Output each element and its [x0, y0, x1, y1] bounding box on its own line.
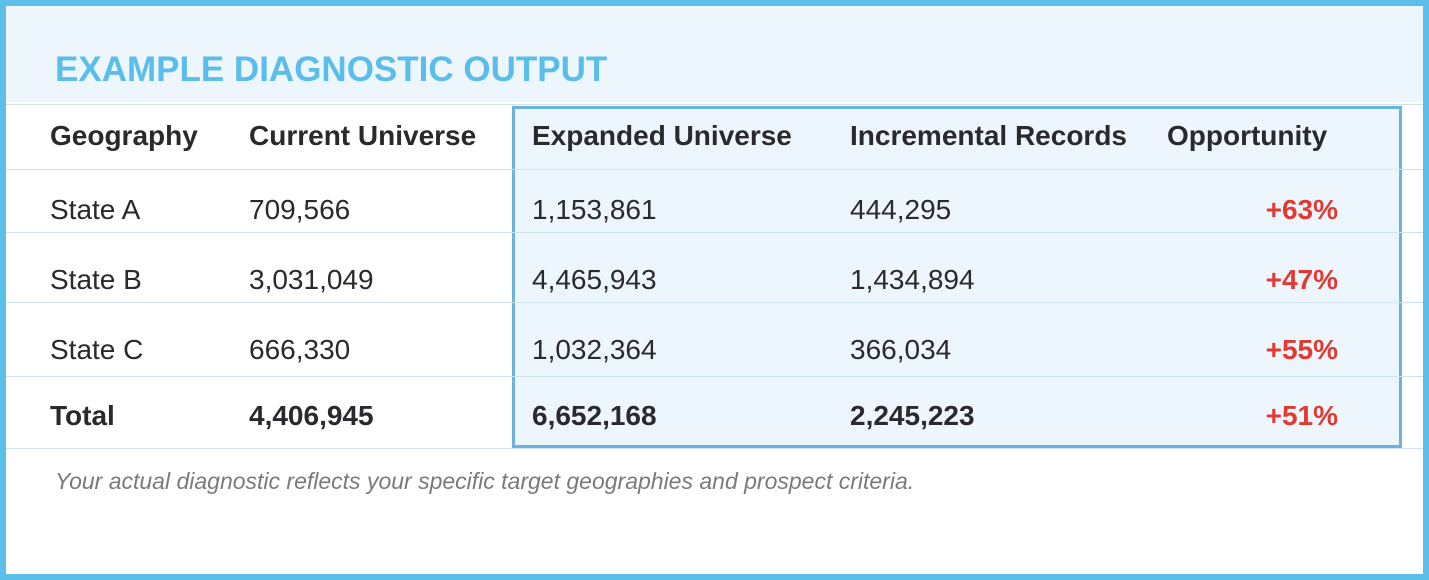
- title: EXAMPLE DIAGNOSTIC OUTPUT: [55, 50, 608, 89]
- opportunity-cell: +51%: [1265, 400, 1338, 431]
- row-line: [6, 376, 1423, 377]
- footnote: Your actual diagnostic reflects your spe…: [55, 468, 915, 494]
- column-header: Expanded Universe: [532, 120, 792, 151]
- table-cell: 366,034: [850, 334, 952, 365]
- column-header: Current Universe: [249, 120, 477, 151]
- row-line: [6, 232, 1423, 233]
- table-cell: 1,434,894: [850, 264, 975, 295]
- opportunity-cell: +55%: [1265, 334, 1338, 365]
- table-cell: 444,295: [850, 194, 952, 225]
- table-cell: 709,566: [249, 194, 351, 225]
- table-cell: 666,330: [249, 334, 351, 365]
- table-cell: State C: [50, 334, 144, 365]
- highlight-box: [512, 106, 1402, 448]
- table-cell: 3,031,049: [249, 264, 374, 295]
- row-line: [6, 302, 1423, 303]
- total-cell: Total: [50, 400, 115, 431]
- total-cell: 2,245,223: [850, 400, 975, 431]
- column-header: Opportunity: [1167, 120, 1328, 151]
- table-cell: 1,032,364: [532, 334, 657, 365]
- table-cell: State B: [50, 264, 142, 295]
- title-band: [6, 6, 1423, 102]
- total-cell: 6,652,168: [532, 400, 657, 431]
- row-line: [6, 169, 1423, 170]
- row-line: [6, 104, 1423, 105]
- column-header: Incremental Records: [850, 120, 1127, 151]
- column-header: Geography: [50, 120, 198, 151]
- table-cell: 4,465,943: [532, 264, 657, 295]
- opportunity-cell: +47%: [1265, 264, 1338, 295]
- table-cell: 1,153,861: [532, 194, 657, 225]
- row-line: [6, 448, 1423, 449]
- table-cell: State A: [50, 194, 141, 225]
- total-cell: 4,406,945: [249, 400, 374, 431]
- opportunity-cell: +63%: [1265, 194, 1338, 225]
